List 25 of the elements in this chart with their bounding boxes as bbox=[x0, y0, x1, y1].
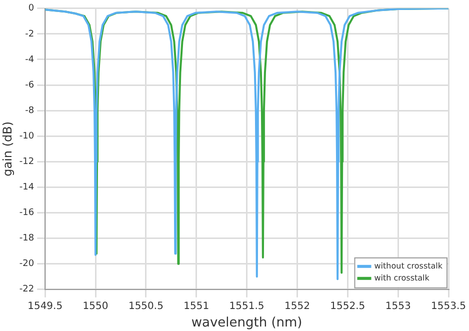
y-axis-title: gain (dB) bbox=[0, 121, 14, 176]
y-tick-label: -12 bbox=[19, 157, 34, 168]
x-tick-label: 1550 bbox=[82, 300, 108, 312]
x-tick-label: 1551.5 bbox=[229, 300, 264, 312]
x-tick-label: 1550.5 bbox=[128, 300, 164, 312]
x-tick-label: 1552.5 bbox=[330, 300, 366, 312]
x-tick-label: 1549.5 bbox=[28, 300, 63, 312]
y-tick-label: -6 bbox=[25, 80, 34, 90]
y-tick-label: -18 bbox=[19, 234, 34, 244]
y-tick-label: -8 bbox=[25, 106, 34, 116]
y-tick-label: 0 bbox=[28, 4, 34, 14]
y-tick-label: -16 bbox=[19, 208, 34, 218]
x-tick-label: 1551 bbox=[184, 300, 210, 312]
legend-label: without crosstalk bbox=[374, 261, 443, 270]
y-tick-label: -22 bbox=[19, 284, 34, 295]
x-tick-label: 1553.5 bbox=[431, 300, 466, 312]
x-tick-label: 1553 bbox=[385, 300, 411, 312]
y-tick-label: -14 bbox=[19, 182, 34, 193]
y-tick-label: -2 bbox=[25, 29, 34, 40]
y-tick-label: -10 bbox=[19, 131, 34, 142]
x-tick-label: 1552 bbox=[284, 300, 310, 312]
y-tick-label: -4 bbox=[25, 54, 34, 65]
y-tick-label: -20 bbox=[19, 259, 34, 270]
legend-label: with crosstalk bbox=[374, 273, 430, 282]
x-axis-title: wavelength (nm) bbox=[191, 316, 302, 331]
